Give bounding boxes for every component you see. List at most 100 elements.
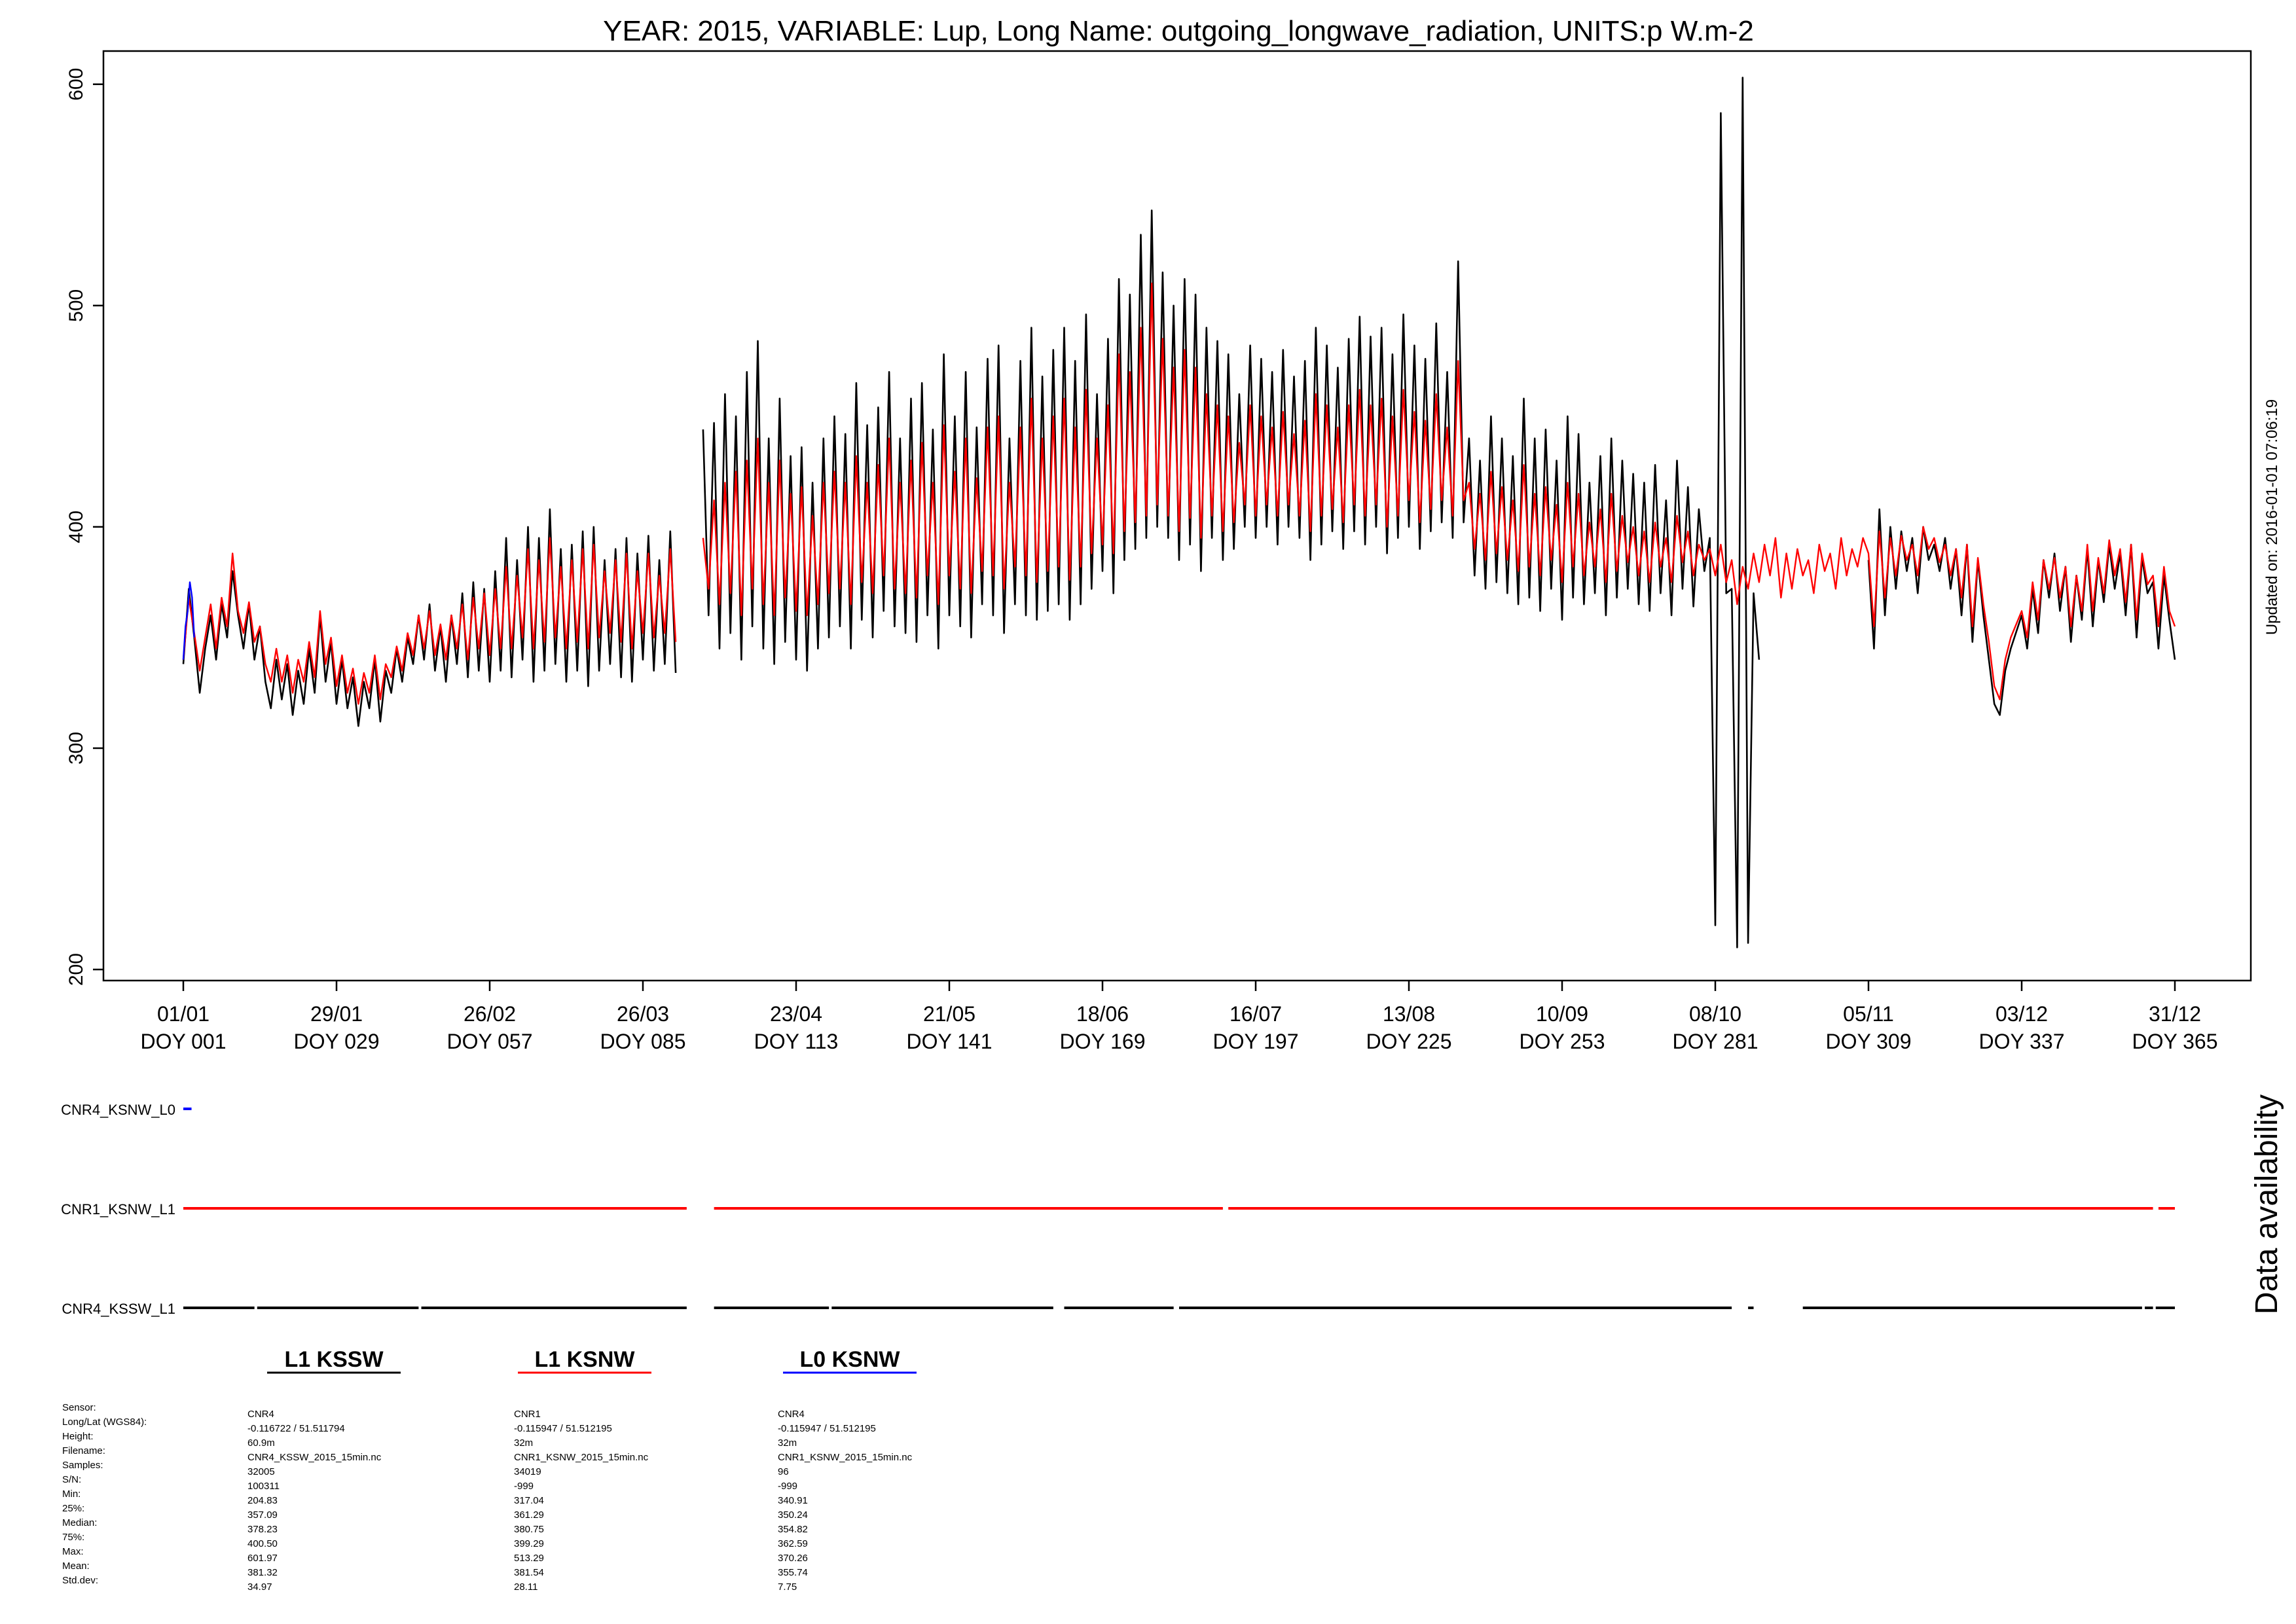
x-tick-date: 10/09 (1536, 1002, 1588, 1026)
x-tick-doy: DOY 225 (1366, 1030, 1451, 1053)
x-tick-doy: DOY 365 (2132, 1030, 2217, 1053)
x-tick-doy: DOY 057 (446, 1030, 532, 1053)
x-tick-date: 26/02 (464, 1002, 516, 1026)
stats-column-ksnw-l0: CNR4 -0.115947 / 51.512195 32m CNR1_KSNW_20… (778, 1407, 912, 1595)
availability-row-label: CNR4_KSSW_L1 (62, 1301, 175, 1317)
y-tick-label: 400 (65, 511, 87, 543)
legend-label: L1 KSSW (284, 1347, 384, 1372)
stats-cell: -0.115947 / 51.512195 (514, 1423, 612, 1434)
stats-cell: 96 (778, 1466, 789, 1477)
x-tick-date: 29/01 (310, 1002, 363, 1026)
stats-row-labels: Sensor: Long/Lat (WGS84): Height: Filename:… (62, 1401, 147, 1588)
x-tick-date: 01/01 (157, 1002, 210, 1026)
stats-row-label: Height: (62, 1431, 94, 1442)
stats-cell: 381.54 (514, 1567, 544, 1578)
x-axis: 01/01 DOY 001 29/01 DOY 029 26/02 DOY 057 26/0… (140, 981, 2218, 1053)
availability-panel: CNR4_KSNW_L0 CNR1_KSNW_L1 CNR4_KSSW_L1 (61, 1102, 2175, 1317)
series-layer (182, 77, 2176, 948)
chart-title: YEAR: 2015, VARIABLE: Lup, Long Name: ou… (603, 15, 1754, 47)
stats-row-label: Mean: (62, 1561, 90, 1572)
x-tick-date: 05/11 (1843, 1002, 1894, 1026)
series-line-l1-kssw (182, 77, 2176, 948)
stats-cell: 378.23 (247, 1524, 278, 1535)
stats-cell: 350.24 (778, 1509, 808, 1521)
stats-row-label: 75%: (62, 1532, 85, 1543)
x-tick-doy: DOY 169 (1059, 1030, 1145, 1053)
x-tick-doy: DOY 253 (1519, 1030, 1605, 1053)
stats-cell: 34019 (514, 1466, 541, 1477)
stats-cell: 362.59 (778, 1538, 808, 1549)
stats-cell: 354.82 (778, 1524, 808, 1535)
stats-cell: 361.29 (514, 1509, 544, 1521)
x-tick-doy: DOY 029 (293, 1030, 379, 1053)
updated-timestamp: Updated on: 2016-01-01 07:06:19 (2263, 399, 2281, 635)
availability-title: Data availability (2250, 1094, 2284, 1314)
series-line-l1-ksnw (182, 282, 2176, 705)
stats-cell: -999 (514, 1481, 534, 1492)
stats-row-label: Long/Lat (WGS84): (62, 1416, 147, 1428)
plot-frame (102, 50, 2252, 982)
stats-cell: 7.75 (778, 1581, 797, 1593)
stats-cell: 340.91 (778, 1495, 808, 1506)
stats-cell: 381.32 (247, 1567, 278, 1578)
x-tick-doy: DOY 197 (1212, 1030, 1298, 1053)
y-tick-label: 600 (65, 68, 87, 101)
stats-cell: -0.116722 / 51.511794 (247, 1423, 345, 1434)
stats-row-label: Std.dev: (62, 1575, 99, 1586)
y-tick-label: 500 (65, 289, 87, 322)
x-tick-doy: DOY 085 (600, 1030, 685, 1053)
x-tick-doy: DOY 141 (906, 1030, 992, 1053)
x-tick-date: 21/05 (923, 1002, 975, 1026)
x-tick-doy: DOY 113 (754, 1030, 839, 1053)
x-tick-doy: DOY 337 (1978, 1030, 2064, 1053)
stats-cell: 32005 (247, 1466, 275, 1477)
x-tick-date: 18/06 (1076, 1002, 1129, 1026)
stats-cell: CNR1_KSNW_2015_15min.nc (514, 1452, 649, 1463)
y-tick-label: 200 (65, 953, 87, 986)
x-tick-date: 31/12 (2149, 1002, 2201, 1026)
x-tick-date: 08/10 (1689, 1002, 1741, 1026)
x-tick-date: 26/03 (617, 1002, 669, 1026)
stats-row-label: 25%: (62, 1503, 85, 1514)
stats-row-label: Median: (62, 1517, 98, 1528)
stats-row-label: S/N: (62, 1474, 82, 1485)
stats-cell: 100311 (247, 1481, 280, 1492)
stats-cell: 32m (514, 1437, 534, 1449)
stats-cell: CNR4 (778, 1409, 805, 1420)
stats-cell: 204.83 (247, 1495, 278, 1506)
x-tick-date: 23/04 (770, 1002, 822, 1026)
stats-cell: 380.75 (514, 1524, 544, 1535)
stats-cell: 513.29 (514, 1553, 544, 1564)
x-tick-doy: DOY 309 (1825, 1030, 1911, 1053)
x-tick-doy: DOY 001 (140, 1030, 226, 1053)
stats-row-label: Max: (62, 1546, 84, 1557)
stats-column-ksnw-l1: CNR1 -0.115947 / 51.512195 32m CNR1_KSNW_20… (514, 1407, 648, 1595)
stats-cell: 370.26 (778, 1553, 808, 1564)
stats-cell: CNR4_KSSW_2015_15min.nc (247, 1452, 382, 1463)
legend-label: L0 KSNW (800, 1347, 901, 1372)
stats-cell: 28.11 (514, 1581, 538, 1593)
stats-cell: 399.29 (514, 1538, 544, 1549)
stats-cell: 60.9m (247, 1437, 275, 1449)
availability-row-label: CNR1_KSNW_L1 (61, 1201, 175, 1218)
stats-cell: 357.09 (247, 1509, 278, 1521)
x-tick-doy: DOY 281 (1672, 1030, 1758, 1053)
stats-cell: CNR4 (247, 1409, 274, 1420)
y-axis: 200 300 400 500 600 (65, 68, 103, 986)
x-tick-date: 03/12 (1995, 1002, 2048, 1026)
y-tick-label: 300 (65, 732, 87, 765)
stats-cell: 355.74 (778, 1567, 808, 1578)
legend: L1 KSSW L1 KSNW L0 KSNW (267, 1347, 917, 1374)
stats-cell: 601.97 (247, 1553, 278, 1564)
stats-cell: -0.115947 / 51.512195 (778, 1423, 876, 1434)
stats-row-label: Filename: (62, 1445, 105, 1456)
stats-row-label: Min: (62, 1489, 81, 1500)
stats-cell: 400.50 (247, 1538, 278, 1549)
stats-cell: 32m (778, 1437, 797, 1449)
x-tick-date: 16/07 (1230, 1002, 1282, 1026)
legend-label: L1 KSNW (535, 1347, 636, 1372)
x-tick-date: 13/08 (1383, 1002, 1435, 1026)
stats-cell: 317.04 (514, 1495, 544, 1506)
stats-column-kssw: CNR4 -0.116722 / 51.511794 60.9m CNR4_KSSW_… (247, 1407, 381, 1595)
